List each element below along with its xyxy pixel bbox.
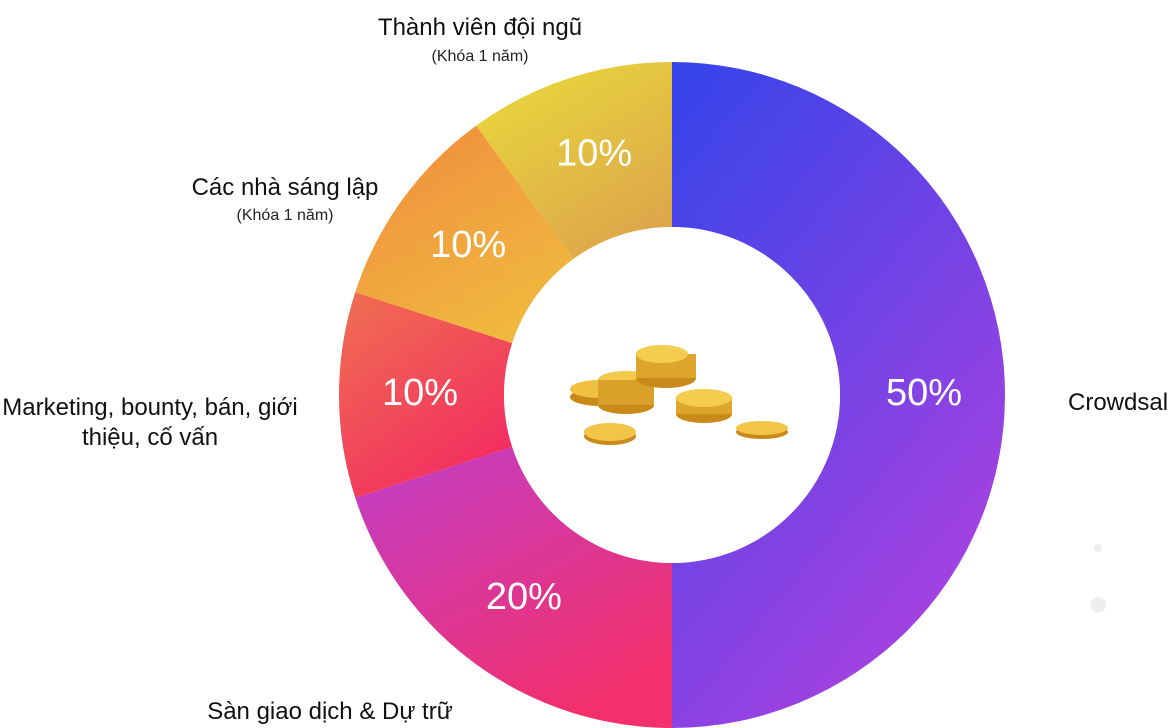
category-label: Crowdsale	[1068, 389, 1168, 416]
donut-slice	[355, 125, 574, 344]
donut-slice	[476, 62, 672, 260]
category-label: Các nhà sáng lập	[191, 174, 379, 201]
decor-dot	[1094, 544, 1102, 552]
category-label: Thành viên đội ngũ	[377, 14, 583, 41]
category-sublabel: (Khóa 1 năm)	[431, 48, 529, 65]
category-label: Marketing, bounty, bán, giới thiệu, cố v…	[2, 394, 298, 451]
value-label: 50%	[886, 372, 962, 414]
donut-slice	[339, 292, 513, 498]
donut-slice	[355, 446, 672, 728]
decor-dot	[1090, 597, 1106, 613]
category-label: Sàn giao dịch & Dự trữ	[207, 698, 453, 725]
value-label: 10%	[430, 224, 506, 266]
donut-slice	[672, 62, 1005, 728]
value-label: 20%	[486, 576, 562, 618]
category-sublabel: (Khóa 1 năm)	[236, 207, 334, 224]
donut-hole	[504, 227, 840, 563]
coins	[570, 345, 788, 445]
value-label: 10%	[556, 132, 632, 174]
value-label: 10%	[382, 372, 458, 414]
